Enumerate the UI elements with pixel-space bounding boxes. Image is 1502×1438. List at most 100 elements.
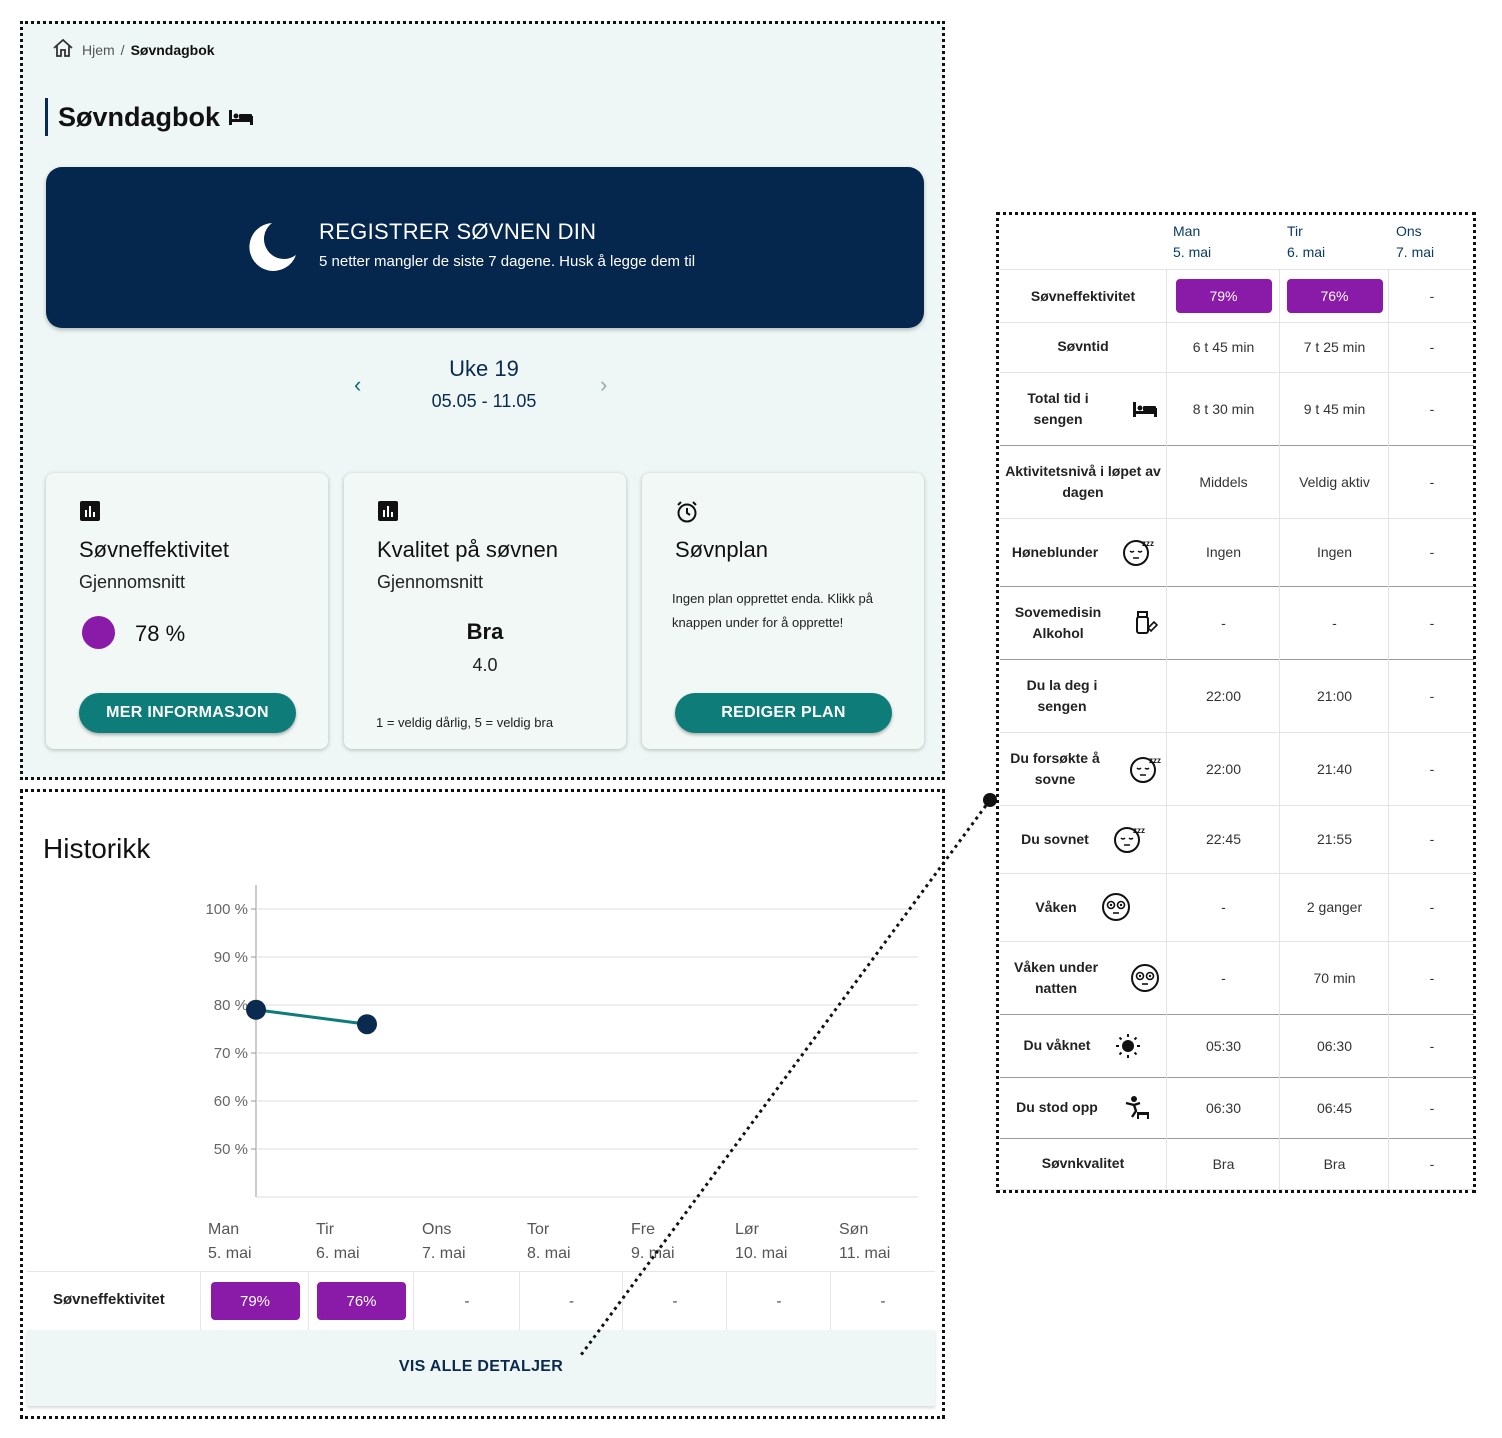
quality-card-subtitle: Gjennomsnitt <box>377 572 484 592</box>
details-cell: Bra <box>1166 1138 1280 1189</box>
day-column-label: Tor 8. mai <box>527 1218 571 1266</box>
day-name: Søn <box>839 1221 869 1238</box>
details-row: Du forsøkte å sovne zzz 22:00 21:40- <box>1000 732 1474 806</box>
awake-face-icon <box>1118 963 1160 993</box>
bed-icon <box>220 102 254 133</box>
details-cell: - <box>1166 873 1280 941</box>
details-cell: - <box>1388 1014 1475 1077</box>
bar-chart-icon <box>79 500 101 527</box>
y-tick-label: 90 % <box>214 949 248 966</box>
details-cell: 22:00 <box>1166 732 1280 805</box>
details-cell: Veldig aktiv <box>1279 445 1389 518</box>
quality-card-title: Kvalitet på søvnen <box>377 537 558 562</box>
efficiency-cell: - <box>519 1272 623 1330</box>
details-cell: 06:30 <box>1279 1014 1389 1077</box>
plan-card-title: Søvnplan <box>675 537 768 562</box>
edit-plan-button[interactable]: REDIGER PLAN <box>675 693 892 733</box>
sun-icon <box>1102 1032 1142 1060</box>
week-title: Uke 19 <box>449 356 519 381</box>
efficiency-cell: - <box>622 1272 727 1330</box>
day-name: Man <box>208 1221 240 1238</box>
day-date: 8. mai <box>527 1245 571 1262</box>
svg-text:zzz: zzz <box>1133 826 1145 835</box>
home-icon[interactable] <box>52 38 82 61</box>
data-point[interactable] <box>357 1014 377 1035</box>
efficiency-card: Søvneffektivitet Gjennomsnitt 78 % MER I… <box>46 473 328 749</box>
breadcrumb-home-link[interactable]: Hjem <box>82 41 115 58</box>
details-cell: - <box>1388 518 1475 586</box>
efficiency-cell: 79% <box>200 1272 309 1330</box>
details-cell: 76% <box>1279 270 1389 322</box>
breadcrumb-separator: / <box>120 41 125 58</box>
details-row-label-text: Du stod opp <box>1016 1099 1098 1115</box>
efficiency-pill[interactable]: 79% <box>1175 279 1272 313</box>
moon-icon <box>242 219 298 280</box>
efficiency-cell: - <box>726 1272 831 1330</box>
day-date: 7. mai <box>422 1245 466 1262</box>
day-date: 6. mai <box>316 1245 360 1262</box>
efficiency-card-title: Søvneffektivitet <box>79 537 229 562</box>
details-row-label: Total tid i sengen <box>1000 372 1166 445</box>
details-cell: - <box>1388 1077 1475 1138</box>
details-row-label-text: Våken under natten <box>1013 958 1099 996</box>
day-name: Ons <box>422 1221 452 1238</box>
efficiency-pill[interactable]: 76% <box>317 1282 406 1320</box>
svg-text:zzz: zzz <box>1142 539 1154 548</box>
details-row-label-text: Aktivitetsnivå i løpet av dagen <box>1005 462 1161 500</box>
efficiency-cell: 76% <box>308 1272 414 1330</box>
sleepy-face-icon: zzz <box>1110 537 1154 567</box>
svg-text:zzz: zzz <box>1149 756 1161 765</box>
y-tick-label: 70 % <box>214 1045 248 1062</box>
details-row-label-text: Sovemedisin Alkohol <box>1014 603 1102 641</box>
data-point[interactable] <box>246 999 266 1020</box>
details-cell: - <box>1388 805 1475 873</box>
details-row-label: Søvnkvalitet <box>1000 1138 1166 1189</box>
quality-scale: 1 = veldig dårlig, 5 = veldig bra <box>376 715 554 730</box>
details-row-label-text: Våken <box>1035 898 1077 915</box>
show-all-details-label: VIS ALLE DETALJER <box>398 1358 564 1375</box>
show-all-details-button[interactable]: VIS ALLE DETALJER <box>27 1330 935 1406</box>
details-row-label-text: Høneblunder <box>1011 543 1099 560</box>
day-column-label: Ons 7. mai <box>422 1218 466 1266</box>
details-row-label: Høneblunder zzz <box>1000 518 1166 586</box>
details-row: Sovemedisin Alkohol - - - <box>1000 586 1474 660</box>
details-row-label: Søvntid <box>1000 321 1166 372</box>
details-cell: - <box>1388 321 1475 372</box>
details-cell: Ingen <box>1166 518 1280 586</box>
quality-card: Kvalitet på søvnen Gjennomsnitt Bra 4.0 … <box>344 473 626 749</box>
day-date: 9. mai <box>631 1245 675 1262</box>
more-info-button[interactable]: MER INFORMASJON <box>79 693 296 733</box>
efficiency-average-value: 78 % <box>135 621 186 646</box>
details-row-label-text: Søvntid <box>1057 338 1109 354</box>
efficiency-pill[interactable]: 76% <box>1286 279 1383 313</box>
details-cell: Middels <box>1166 445 1280 518</box>
details-column-header: Ons 7. mai <box>1396 221 1434 263</box>
details-cell: 06:45 <box>1279 1077 1389 1138</box>
plan-card-text: Ingen plan opprettet enda. Klikk på knap… <box>672 591 873 630</box>
details-row-label-text: Søvnkvalitet <box>1041 1155 1125 1171</box>
y-tick-label: 100 % <box>205 901 248 918</box>
details-row-label: Du stod opp <box>1000 1077 1166 1138</box>
details-cell: 21:00 <box>1279 659 1389 732</box>
y-tick-label: 80 % <box>214 997 248 1014</box>
previous-week-button[interactable]: ‹ <box>354 372 362 397</box>
details-cell: - <box>1388 659 1475 732</box>
next-week-button[interactable]: › <box>600 372 608 397</box>
medicine-icon <box>1120 610 1158 636</box>
details-panel <box>996 212 1476 1193</box>
day-column-label: Man 5. mai <box>208 1218 252 1266</box>
efficiency-pill[interactable]: 79% <box>210 1282 300 1320</box>
details-cell: - <box>1388 1138 1475 1189</box>
details-cell: 2 ganger <box>1279 873 1389 941</box>
details-cell: - <box>1166 586 1280 659</box>
register-sleep-banner[interactable]: REGISTRER SØVNEN DIN 5 netter mangler de… <box>46 167 924 328</box>
day-date: 5. mai <box>208 1245 252 1262</box>
page-title-text: Søvndagbok <box>58 101 221 132</box>
details-cell: 22:45 <box>1166 805 1280 873</box>
details-row-label-text: Søvneffektivitet <box>1030 287 1136 304</box>
week-range: 05.05 - 11.05 <box>431 391 537 411</box>
details-cell: 6 t 45 min <box>1166 321 1280 372</box>
details-cell: Ingen <box>1279 518 1389 586</box>
details-cell: - <box>1166 941 1280 1014</box>
details-row-label-text: Du våknet <box>1023 1037 1091 1053</box>
